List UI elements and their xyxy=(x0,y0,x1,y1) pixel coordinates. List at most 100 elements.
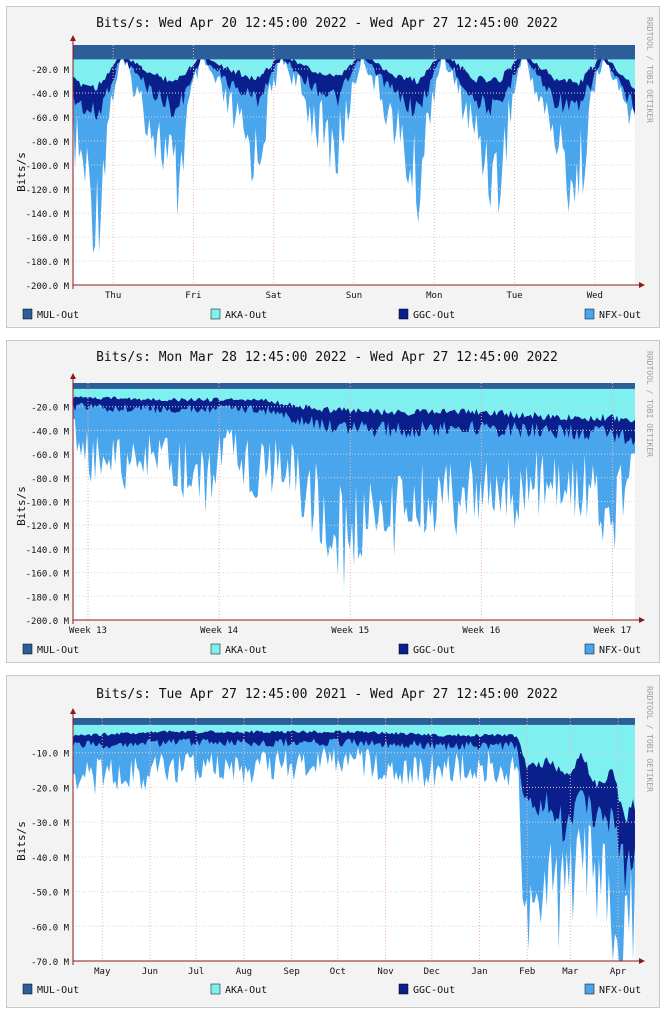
mul-swatch-icon xyxy=(22,308,33,320)
y-axis-label: Bits/s xyxy=(15,486,28,526)
x-tick-label: Feb xyxy=(519,967,535,977)
legend-mul-out: MUL-Out xyxy=(37,310,79,321)
legend-ggc-out: GGC-Out xyxy=(413,310,455,321)
x-axis-arrow-icon xyxy=(639,617,645,623)
y-tick-label: -160.0 M xyxy=(26,234,70,244)
nfx-swatch-icon xyxy=(584,308,595,320)
y-tick-label: -80.0 M xyxy=(31,138,70,148)
y-tick-label: -70.0 M xyxy=(31,958,70,968)
chart-week: Bits/s: Wed Apr 20 12:45:00 2022 - Wed A… xyxy=(15,16,654,321)
x-tick-label: Tue xyxy=(506,291,522,301)
legend-nfx-out: NFX-Out xyxy=(599,985,641,996)
y-tick-label: -100.0 M xyxy=(26,162,70,172)
y-tick-label: -50.0 M xyxy=(31,889,70,899)
traffic-graph-year: Bits/s: Tue Apr 27 12:45:00 2021 - Wed A… xyxy=(6,675,660,1008)
x-tick-label: Jun xyxy=(142,967,158,977)
y-tick-label: -30.0 M xyxy=(31,819,70,829)
chart-title: Bits/s: Tue Apr 27 12:45:00 2021 - Wed A… xyxy=(96,687,558,702)
ggc-swatch-icon xyxy=(398,643,409,655)
aka-swatch-icon xyxy=(210,983,221,995)
x-tick-label: May xyxy=(94,967,111,977)
x-tick-label: Week 13 xyxy=(69,626,107,636)
legend-ggc-out: GGC-Out xyxy=(413,645,455,656)
y-tick-label: -140.0 M xyxy=(26,546,70,556)
traffic-graph-month: Bits/s: Mon Mar 28 12:45:00 2022 - Wed A… xyxy=(6,340,660,663)
x-tick-label: Fri xyxy=(185,291,201,301)
nfx-swatch-icon xyxy=(584,643,595,655)
watermark: RRDTOOL / TOBI OETIKER xyxy=(645,17,654,123)
x-tick-label: Dec xyxy=(424,967,440,977)
x-tick-label: Wed xyxy=(587,291,603,301)
series-area-aka-out xyxy=(73,718,635,824)
watermark: RRDTOOL / TOBI OETIKER xyxy=(645,351,654,457)
x-tick-label: Aug xyxy=(236,967,252,977)
chart-title: Bits/s: Mon Mar 28 12:45:00 2022 - Wed A… xyxy=(96,350,558,365)
x-tick-label: Mar xyxy=(562,967,579,977)
y-tick-label: -60.0 M xyxy=(31,923,70,933)
legend-nfx-out: NFX-Out xyxy=(599,310,641,321)
series-area-nfx-out xyxy=(73,383,635,589)
y-tick-label: -180.0 M xyxy=(26,258,70,268)
x-tick-label: Week 17 xyxy=(594,626,632,636)
y-tick-label: -120.0 M xyxy=(26,522,70,532)
chart-year: Bits/s: Tue Apr 27 12:45:00 2021 - Wed A… xyxy=(15,686,654,996)
x-tick-label: Jan xyxy=(471,967,487,977)
x-tick-label: Sun xyxy=(346,291,362,301)
legend-aka-out: AKA-Out xyxy=(225,310,267,321)
x-axis-arrow-icon xyxy=(639,282,645,288)
x-axis-arrow-icon xyxy=(639,958,645,964)
series-area-mul-out xyxy=(73,45,635,60)
x-tick-label: Thu xyxy=(105,291,121,301)
y-tick-label: -40.0 M xyxy=(31,90,70,100)
series-area-mul-out xyxy=(73,383,635,389)
nfx-swatch-icon xyxy=(584,983,595,995)
x-tick-label: Oct xyxy=(330,967,346,977)
y-axis-arrow-icon xyxy=(70,373,76,379)
ggc-swatch-icon xyxy=(398,308,409,320)
legend-mul-out: MUL-Out xyxy=(37,645,79,656)
y-axis-label: Bits/s xyxy=(15,821,28,861)
y-tick-label: -40.0 M xyxy=(31,854,70,864)
y-axis-arrow-icon xyxy=(70,708,76,714)
aka-swatch-icon xyxy=(210,308,221,320)
y-tick-label: -40.0 M xyxy=(31,427,70,437)
legend-nfx-out: NFX-Out xyxy=(599,645,641,656)
x-tick-label: Sat xyxy=(266,291,282,301)
legend-ggc-out: GGC-Out xyxy=(413,985,455,996)
y-tick-label: -20.0 M xyxy=(31,404,70,414)
x-tick-label: Sep xyxy=(284,967,300,977)
y-axis-arrow-icon xyxy=(70,35,76,41)
x-tick-label: Nov xyxy=(377,967,393,977)
y-tick-label: -80.0 M xyxy=(31,475,70,485)
mul-swatch-icon xyxy=(22,643,33,655)
legend-mul-out: MUL-Out xyxy=(37,985,79,996)
x-tick-label: Mon xyxy=(426,291,442,301)
traffic-graph-week: Bits/s: Wed Apr 20 12:45:00 2022 - Wed A… xyxy=(6,6,660,328)
y-tick-label: -20.0 M xyxy=(31,784,70,794)
aka-swatch-icon xyxy=(210,643,221,655)
x-tick-label: Jul xyxy=(188,967,204,977)
y-tick-label: -200.0 M xyxy=(26,282,70,292)
chart-title: Bits/s: Wed Apr 20 12:45:00 2022 - Wed A… xyxy=(96,16,558,31)
watermark: RRDTOOL / TOBI OETIKER xyxy=(645,686,654,792)
y-tick-label: -10.0 M xyxy=(31,750,70,760)
x-tick-label: Week 16 xyxy=(462,626,500,636)
y-tick-label: -120.0 M xyxy=(26,186,70,196)
legend-aka-out: AKA-Out xyxy=(225,985,267,996)
y-axis-label: Bits/s xyxy=(15,152,28,192)
y-tick-label: -200.0 M xyxy=(26,617,70,627)
y-tick-label: -60.0 M xyxy=(31,114,70,124)
y-tick-label: -160.0 M xyxy=(26,570,70,580)
ggc-swatch-icon xyxy=(398,983,409,995)
mul-swatch-icon xyxy=(22,983,33,995)
y-tick-label: -100.0 M xyxy=(26,499,70,509)
chart-month: Bits/s: Mon Mar 28 12:45:00 2022 - Wed A… xyxy=(15,350,654,656)
series-area-mul-out xyxy=(73,718,635,725)
x-tick-label: Apr xyxy=(610,967,627,977)
y-tick-label: -140.0 M xyxy=(26,210,70,220)
y-tick-label: -180.0 M xyxy=(26,593,70,603)
legend-aka-out: AKA-Out xyxy=(225,645,267,656)
y-tick-label: -60.0 M xyxy=(31,451,70,461)
y-tick-label: -20.0 M xyxy=(31,66,70,76)
x-tick-label: Week 15 xyxy=(331,626,369,636)
